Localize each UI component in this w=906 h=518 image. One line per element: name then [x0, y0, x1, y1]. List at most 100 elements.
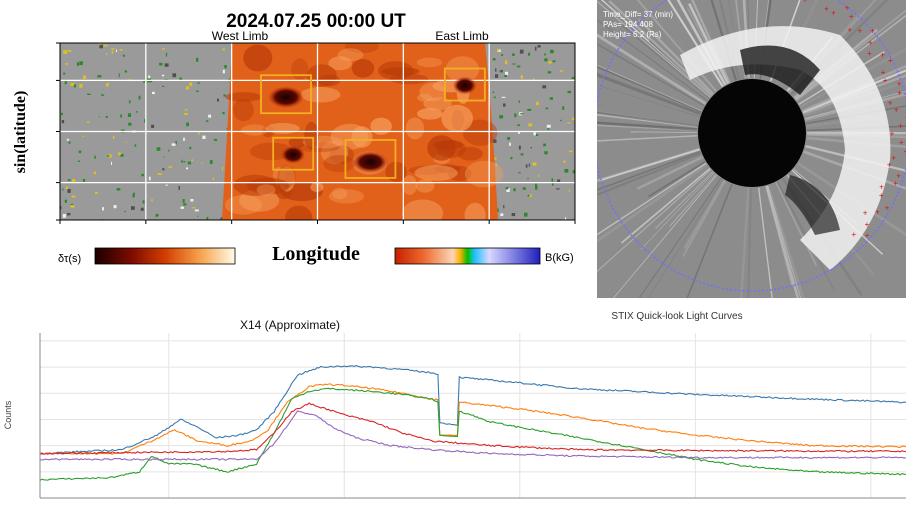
- magnetogram-pixel: [506, 187, 509, 189]
- left-colorbar-label: δτ(s): [58, 253, 81, 265]
- magnetogram-pixel: [519, 101, 520, 103]
- cme-front-marker: +: [883, 76, 888, 85]
- magnetogram-pixel: [126, 142, 127, 143]
- stix-header: STIX Quick-look Light Curves: [611, 311, 742, 322]
- magnetogram-pixel: [210, 160, 213, 164]
- magnetogram-pixel: [172, 143, 176, 145]
- cme-front-marker: +: [865, 231, 870, 240]
- cme-front-marker: +: [890, 130, 895, 139]
- magnetogram-pixel: [563, 161, 566, 163]
- cme-front-marker: +: [898, 122, 903, 131]
- magnetogram-pixel: [493, 58, 496, 60]
- magnetogram-pixel: [68, 179, 71, 181]
- farside-patch: [243, 45, 272, 72]
- magnetogram-pixel: [125, 211, 126, 212]
- magnetogram-pixel: [99, 116, 100, 117]
- magnetogram-pixel: [202, 163, 203, 164]
- magnetogram-pixel: [494, 97, 496, 99]
- stix-lightcurve-panel: STIX Quick-look Light Curves X14 (Approx…: [3, 311, 906, 498]
- magnetogram-pixel: [507, 137, 510, 140]
- magnetogram-pixel: [223, 70, 225, 74]
- magnetogram-pixel: [502, 97, 506, 98]
- magnetogram-pixel: [531, 147, 532, 148]
- magnetogram-pixel: [572, 77, 575, 79]
- farside-patch: [301, 87, 341, 102]
- farside-patch: [416, 179, 435, 192]
- magnetogram-pixel: [71, 204, 74, 205]
- right-colorbar: [395, 248, 540, 264]
- magnetogram-pixel: [223, 49, 225, 51]
- magnetogram-pixel: [198, 132, 199, 135]
- magnetogram-pixel: [501, 54, 503, 56]
- magnetogram-pixel: [163, 156, 164, 157]
- farside-patch: [338, 48, 364, 61]
- cme-front-marker: +: [885, 203, 890, 212]
- magnetogram-pixel: [114, 205, 117, 208]
- magnetogram-pixel: [175, 141, 177, 145]
- magnetogram-pixel: [112, 51, 114, 54]
- magnetogram-pixel: [185, 109, 188, 110]
- magnetogram-pixel: [538, 175, 540, 177]
- magnetogram-pixel: [94, 172, 96, 175]
- magnetogram-pixel: [181, 207, 184, 209]
- farside-patch: [241, 125, 268, 136]
- magnetogram-pixel: [510, 157, 512, 159]
- magnetogram-pixel: [63, 73, 65, 75]
- magnetogram-pixel: [133, 193, 134, 195]
- magnetogram-pixel: [544, 58, 547, 61]
- farside-patch: [370, 118, 392, 135]
- magnetogram-pixel: [197, 216, 198, 217]
- magnetogram-pixel: [224, 94, 226, 96]
- magnetogram-pixel: [151, 125, 154, 128]
- magnetogram-pixel: [214, 139, 217, 141]
- magnetogram-pixel: [71, 205, 75, 208]
- magnetogram-pixel: [512, 64, 516, 65]
- cme-front-marker: +: [824, 5, 829, 14]
- cor-info-line-1: Time_Diff= 37 (min): [603, 10, 673, 19]
- map-x-axis-label: Longitude: [272, 243, 360, 265]
- magnetogram-pixel: [527, 109, 528, 110]
- magnetogram-pixel: [552, 178, 554, 181]
- magnetogram-pixel: [567, 122, 570, 123]
- magnetogram-pixel: [547, 125, 551, 128]
- magnetogram-pixel: [189, 147, 191, 149]
- magnetogram-pixel: [500, 70, 502, 72]
- magnetogram-pixel: [521, 75, 523, 78]
- magnetogram-pixel: [560, 70, 563, 71]
- magnetogram-pixel: [106, 53, 107, 55]
- magnetogram-pixel: [189, 83, 192, 86]
- farside-patch: [323, 155, 355, 172]
- magnetogram-pixel: [557, 179, 560, 182]
- magnetogram-pixel: [66, 186, 68, 189]
- magnetogram-pixel: [524, 213, 528, 217]
- magnetogram-pixel: [519, 146, 521, 150]
- magnetogram-pixel: [117, 188, 121, 190]
- magnetogram-pixel: [156, 214, 158, 217]
- magnetogram-pixel: [141, 208, 144, 211]
- magnetogram-pixel: [533, 163, 537, 166]
- left-colorbar: [95, 248, 235, 264]
- magnetogram-pixel: [158, 173, 162, 175]
- cme-front-marker: +: [875, 207, 880, 216]
- magnetogram-pixel: [67, 189, 70, 193]
- magnetogram-pixel: [547, 128, 549, 130]
- magnetogram-pixel: [87, 121, 90, 122]
- cme-front-marker: +: [803, 0, 808, 5]
- magnetogram-pixel: [172, 73, 176, 77]
- magnetogram-pixel: [530, 194, 532, 197]
- magnetogram-pixel: [99, 45, 103, 49]
- map-y-axis-label: sin(latitude): [12, 91, 29, 174]
- magnetogram-pixel: [63, 50, 67, 54]
- magnetogram-pixel: [106, 116, 108, 118]
- cme-front-marker: +: [897, 88, 902, 97]
- magnetogram-pixel: [63, 214, 66, 218]
- magnetogram-pixel: [129, 100, 131, 103]
- magnetogram-pixel: [569, 190, 570, 192]
- magnetogram-pixel: [120, 115, 122, 118]
- magnetogram-pixel: [535, 184, 537, 186]
- magnetogram-pixel: [168, 166, 172, 168]
- magnetogram-pixel: [65, 81, 67, 84]
- magnetogram-pixel: [78, 161, 80, 162]
- map-y-ticks: [56, 43, 60, 220]
